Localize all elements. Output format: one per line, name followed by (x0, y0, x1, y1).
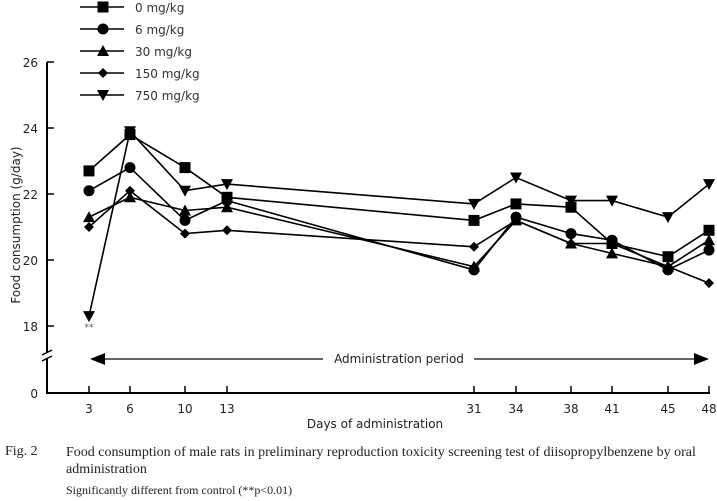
data-point-triangle-down (606, 195, 618, 207)
data-point-diamond (84, 222, 94, 232)
data-point-diamond (704, 278, 714, 289)
data-point-square (565, 201, 577, 213)
data-point-diamond (566, 238, 576, 249)
data-point-square (662, 251, 674, 263)
y-ticks: 0 18 20 22 24 26 (23, 56, 54, 401)
data-point-triangle-down (510, 172, 522, 184)
data-point-circle (179, 214, 191, 226)
line-chart: 0 18 20 22 24 26 3 6 10 13 31 34 38 41 45 48 Food cons… (9, 1, 717, 431)
legend-label: 750 mg/kg (135, 89, 200, 103)
legend-item: 0 mg/kg (80, 1, 184, 15)
series-6-mg-kg (83, 162, 715, 276)
x-axis-title: Days of administration (307, 417, 443, 431)
data-point-square (510, 198, 522, 210)
admin-arrow-head-right (694, 353, 709, 365)
legend-label: 30 mg/kg (135, 45, 192, 59)
data-point-triangle-down (468, 198, 480, 210)
series-line (88, 129, 710, 317)
data-point-triangle-down (179, 185, 191, 197)
y-tick-label: 26 (23, 56, 38, 70)
data-point-circle (565, 228, 577, 240)
data-point-triangle-down (124, 126, 136, 138)
x-ticks: 3 6 10 13 31 34 38 41 45 48 (85, 386, 717, 416)
data-point-triangle-down (662, 212, 674, 224)
data-point-diamond (469, 241, 479, 252)
data-point-square (179, 162, 191, 174)
legend-marker-square (97, 1, 109, 13)
legend-label: 6 mg/kg (135, 23, 184, 37)
data-point-diamond (125, 185, 135, 196)
legend-marker-diamond (98, 68, 108, 78)
legend-marker-triangle-up (97, 45, 109, 56)
y-axis-title: Food consumption (g/day) (9, 146, 23, 303)
data-point-diamond (222, 225, 232, 236)
data-point-circle (83, 185, 95, 197)
significance-mark: ** (85, 323, 95, 333)
y-tick-label: 24 (23, 122, 38, 136)
legend-marker-circle (97, 23, 109, 35)
data-point-square (83, 165, 95, 177)
data-point-triangle-up (221, 201, 233, 213)
x-tick-label: 34 (508, 402, 523, 416)
data-point-circle (221, 195, 233, 207)
data-point-triangle-down (703, 179, 715, 191)
data-point-diamond (511, 215, 521, 226)
administration-period-arrow: Administration period (90, 352, 709, 366)
data-point-circle (124, 162, 136, 174)
legend-item: 30 mg/kg (80, 45, 192, 59)
y-axis-break-mark-1 (41, 349, 53, 356)
admin-period-label: Administration period (334, 352, 464, 366)
data-point-diamond (607, 238, 617, 249)
data-point-circle (703, 244, 715, 256)
data-point-square (468, 214, 480, 226)
figure-caption: Food consumption of male rats in prelimi… (66, 445, 696, 477)
x-tick-label: 10 (177, 402, 192, 416)
x-tick-label: 48 (701, 402, 716, 416)
x-tick-label: 31 (466, 402, 481, 416)
data-point-triangle-up (83, 211, 95, 223)
series-line (88, 133, 710, 258)
x-tick-label: 3 (85, 402, 93, 416)
y-tick-label: 20 (23, 254, 38, 268)
legend: 0 mg/kg 6 mg/kg 30 mg/kg 150 mg/kg 750 mg/kg (80, 1, 200, 103)
y-tick-label: 0 (30, 387, 38, 401)
axes (41, 62, 710, 394)
series-layer (83, 126, 715, 323)
legend-label: 150 mg/kg (135, 67, 200, 81)
data-point-diamond (180, 228, 190, 239)
legend-item: 6 mg/kg (80, 23, 184, 37)
data-point-triangle-up (703, 234, 715, 246)
x-tick-label: 41 (604, 402, 619, 416)
y-axis-break-mark-2 (41, 355, 53, 362)
significance-note: Significantly different from control (**… (66, 483, 293, 497)
data-point-square (703, 224, 715, 236)
data-point-triangle-down (221, 179, 233, 191)
data-point-triangle-down (565, 195, 577, 207)
series-150-mg-kg (84, 185, 714, 289)
data-point-diamond (663, 261, 673, 272)
legend-label: 0 mg/kg (135, 1, 184, 15)
data-point-triangle-up (606, 247, 618, 259)
figure-number: Fig. 2 (5, 444, 38, 459)
data-point-triangle-up (179, 204, 191, 216)
legend-item: 150 mg/kg (80, 67, 200, 81)
x-tick-label: 13 (219, 402, 234, 416)
y-tick-label: 18 (23, 320, 38, 334)
x-tick-label: 38 (563, 402, 578, 416)
data-point-triangle-up (468, 260, 480, 272)
admin-arrow-head-left (90, 353, 105, 365)
x-tick-label: 6 (126, 402, 134, 416)
y-tick-label: 22 (23, 188, 38, 202)
legend-marker-triangle-down (97, 90, 109, 101)
series-750-mg-kg (83, 126, 715, 323)
data-point-triangle-down (83, 311, 95, 323)
data-point-triangle-up (124, 191, 136, 203)
series-line (88, 189, 710, 284)
legend-item: 750 mg/kg (80, 89, 200, 103)
x-tick-label: 45 (660, 402, 675, 416)
series-line (88, 196, 710, 268)
